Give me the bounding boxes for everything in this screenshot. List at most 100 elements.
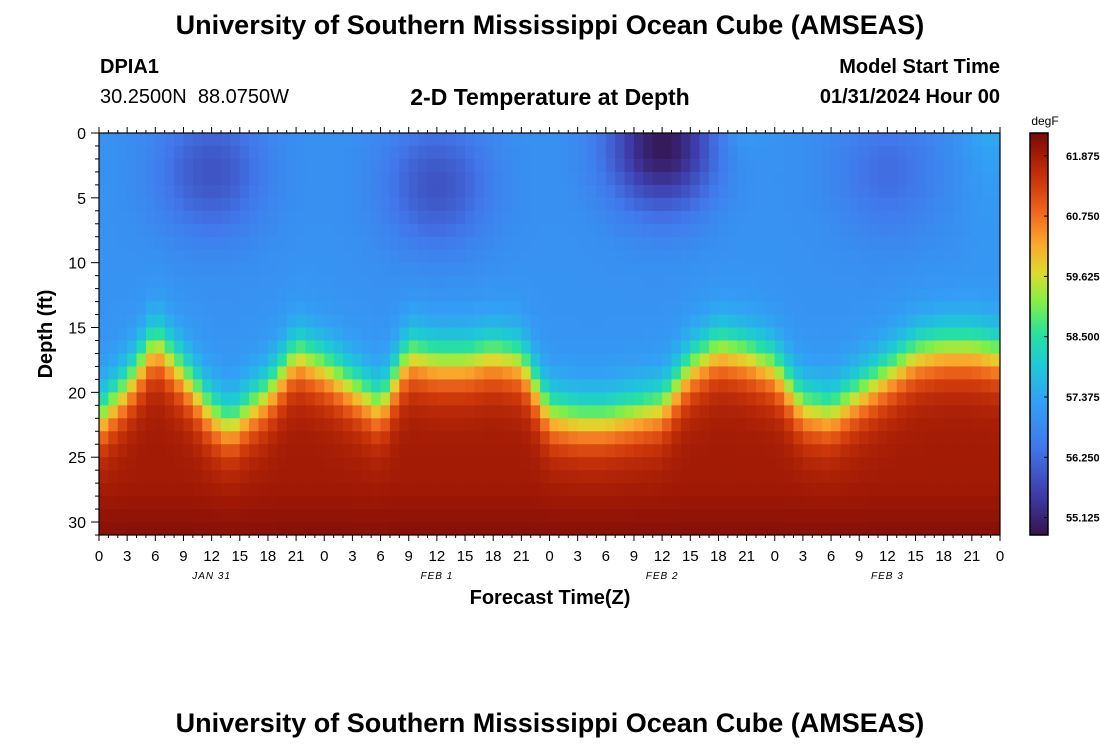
heatmap-cell [577,197,588,212]
heatmap-cell [887,275,898,290]
heatmap-cell [934,392,945,406]
heatmap-cell [436,275,447,290]
heatmap-cell [680,210,691,225]
heatmap-cell [962,522,973,535]
heatmap-cell [671,496,682,510]
heatmap-cell [99,392,109,406]
heatmap-cell [436,171,447,186]
heatmap-cell [267,236,278,251]
heatmap-cell [896,197,907,212]
heatmap-cell [774,223,785,238]
heatmap-cell [408,223,419,238]
heatmap-cell [662,171,673,186]
heatmap-cell [971,275,982,290]
heatmap-cell [465,405,476,419]
heatmap-cell [258,223,269,238]
heatmap-cell [718,275,729,290]
heatmap-cell [962,184,973,199]
heatmap-cell [418,366,429,380]
heatmap-cell [624,509,635,523]
heatmap-cell [446,431,457,445]
heatmap-cell [887,236,898,251]
heatmap-cell [596,184,607,199]
heatmap-cell [943,236,954,251]
heatmap-cell [915,133,926,147]
heatmap-cell [671,509,682,523]
heatmap-cell [868,353,879,368]
heatmap-cell [277,418,288,432]
heatmap-cell [530,197,541,212]
heatmap-cell [990,457,1000,471]
heatmap-cell [802,353,813,368]
heatmap-cell [765,366,776,380]
heatmap-cell [352,171,363,186]
heatmap-cell [117,158,128,173]
heatmap-cell [971,392,982,406]
heatmap-cell [953,223,964,238]
model-start-value: 01/31/2024 Hour 00 [819,86,1000,108]
heatmap-cell [737,223,748,238]
heatmap-cell [587,379,598,393]
heatmap-cell [812,522,823,535]
heatmap-cell [305,392,316,406]
heatmap-cell [690,314,701,329]
heatmap-cell [699,145,710,160]
heatmap-cell [633,457,644,471]
heatmap-cell [633,353,644,368]
heatmap-cell [906,236,917,251]
heatmap-cell [277,444,288,458]
heatmap-cell [971,327,982,342]
heatmap-cell [230,171,241,186]
heatmap-cell [859,133,870,147]
heatmap-cell [746,145,757,160]
heatmap-cell [239,210,250,225]
heatmap-cell [633,431,644,445]
date-label: JAN 31 [191,571,231,582]
heatmap-cell [127,327,138,342]
y-tick-label: 0 [77,126,86,143]
heatmap-cell [230,197,241,212]
heatmap-cell [643,366,654,380]
heatmap-cell [934,496,945,510]
heatmap-cell [784,223,795,238]
heatmap-cell [868,340,879,355]
heatmap-cell [211,457,222,471]
heatmap-cell [389,483,400,497]
heatmap-cell [727,392,738,406]
heatmap-cell [117,249,128,264]
heatmap-cell [859,444,870,458]
heatmap-cell [267,431,278,445]
heatmap-cell [192,133,203,147]
heatmap-cell [831,457,842,471]
heatmap-cell [540,171,551,186]
heatmap-cell [831,262,842,277]
heatmap-cell [183,418,194,432]
heatmap-cell [924,379,935,393]
heatmap-cell [896,275,907,290]
heatmap-cell [784,379,795,393]
heatmap-cell [540,327,551,342]
heatmap-cell [549,236,560,251]
heatmap-cell [587,197,598,212]
heatmap-cell [643,275,654,290]
heatmap-cell [690,158,701,173]
heatmap-cell [230,262,241,277]
heatmap-cell [840,275,851,290]
heatmap-cell [521,366,532,380]
heatmap-cell [258,496,269,510]
heatmap-cell [305,327,316,342]
heatmap-cell [915,327,926,342]
heatmap-cell [840,158,851,173]
heatmap-cell [314,483,325,497]
heatmap-cell [511,301,522,316]
heatmap-cell [568,158,579,173]
heatmap-cell [352,262,363,277]
heatmap-cell [314,379,325,393]
heatmap-cell [671,327,682,342]
heatmap-cell [258,392,269,406]
heatmap-cell [802,470,813,484]
heatmap-cell [352,444,363,458]
heatmap-cell [174,444,185,458]
heatmap-cell [202,158,213,173]
heatmap-cell [793,223,804,238]
